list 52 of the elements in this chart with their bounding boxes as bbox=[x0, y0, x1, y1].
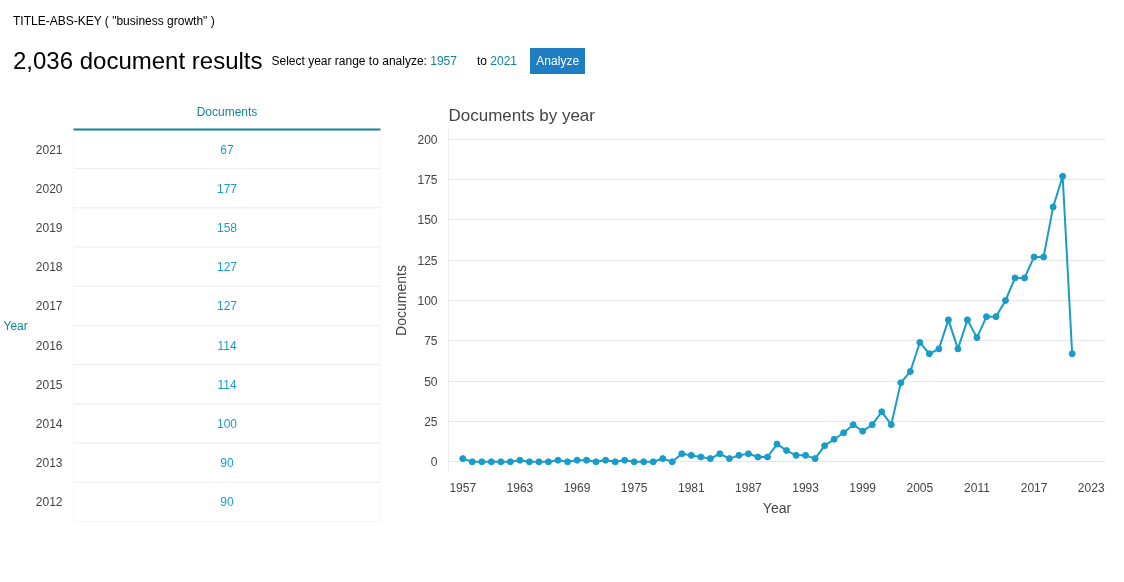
x-tick-label: 1975 bbox=[620, 480, 648, 495]
x-tick-label: 2005 bbox=[906, 480, 934, 495]
data-label: 158 bbox=[216, 221, 238, 235]
data-label: 100 bbox=[216, 417, 238, 431]
data-label: 177 bbox=[216, 181, 238, 196]
text: TITLE-ABS-KEY ( "business growth" ) bbox=[12, 13, 216, 30]
data-label: 114 bbox=[217, 377, 237, 392]
y-tick-label: 2016 bbox=[35, 338, 63, 353]
y-tick-label: 0 bbox=[430, 455, 438, 470]
y-tick-label: 2021 bbox=[35, 142, 63, 157]
y-tick-label: 200 bbox=[417, 132, 438, 147]
text: to bbox=[476, 53, 487, 68]
x-tick-label: 1981 bbox=[677, 480, 705, 495]
y-tick-label: 150 bbox=[417, 213, 438, 228]
y-tick-label: 2012 bbox=[35, 495, 63, 510]
x-tick-label: 1963 bbox=[506, 480, 534, 495]
y-tick-label: 100 bbox=[417, 294, 438, 308]
text: Analyze bbox=[530, 47, 586, 74]
x-tick-label: 1957 bbox=[449, 480, 477, 495]
y-tick-label: 125 bbox=[417, 253, 438, 268]
y-axis-title: Year bbox=[3, 318, 28, 333]
y-tick-label: 2018 bbox=[35, 260, 63, 275]
y-tick-label: 2020 bbox=[35, 181, 63, 196]
text: 2021 bbox=[490, 53, 518, 68]
x-tick-label: 2017 bbox=[1020, 480, 1048, 495]
text: Select year range to analyze: bbox=[271, 53, 427, 68]
data-label: 67 bbox=[220, 142, 234, 157]
y-tick-label: 175 bbox=[417, 173, 438, 188]
x-tick-label: 2011 bbox=[964, 480, 991, 495]
y-tick-label: 2019 bbox=[35, 221, 63, 235]
y-tick-label: 50 bbox=[424, 374, 438, 389]
x-axis-title: Year bbox=[762, 499, 792, 516]
text: 2,036 document results bbox=[12, 46, 264, 77]
y-axis-title: Documents bbox=[393, 265, 410, 336]
y-tick-label: 2014 bbox=[35, 417, 63, 431]
y-tick-label: 2013 bbox=[35, 456, 63, 471]
data-label: 127 bbox=[216, 260, 238, 275]
data-label: 114 bbox=[217, 338, 237, 353]
x-tick-label: 1969 bbox=[563, 480, 591, 495]
x-tick-label: 1987 bbox=[735, 480, 763, 495]
y-tick-label: 25 bbox=[424, 414, 438, 429]
y-tick-label: 75 bbox=[424, 334, 438, 349]
y-tick-label: 2017 bbox=[35, 299, 63, 314]
y-tick-label: 2015 bbox=[35, 377, 63, 392]
text: 1957 bbox=[430, 53, 457, 68]
data-label: 127 bbox=[216, 299, 238, 314]
chart-title: Documents by year bbox=[448, 105, 596, 125]
x-tick-label: 1993 bbox=[792, 480, 820, 495]
data-label: 90 bbox=[220, 456, 234, 471]
x-tick-label: 1999 bbox=[849, 480, 877, 495]
x-tick-label: 2023 bbox=[1077, 480, 1105, 495]
data-label: 90 bbox=[220, 495, 234, 510]
